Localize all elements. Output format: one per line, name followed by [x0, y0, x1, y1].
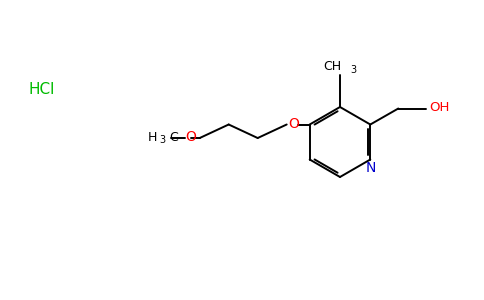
Text: H: H [147, 130, 157, 143]
Text: C: C [170, 130, 179, 143]
Text: HCl: HCl [29, 82, 55, 98]
Text: N: N [366, 161, 377, 176]
Text: 3: 3 [350, 65, 356, 75]
Text: O: O [288, 116, 299, 130]
Text: CH: CH [323, 60, 341, 73]
Text: 3: 3 [160, 135, 166, 145]
Text: OH: OH [429, 101, 450, 114]
Text: O: O [185, 130, 196, 144]
